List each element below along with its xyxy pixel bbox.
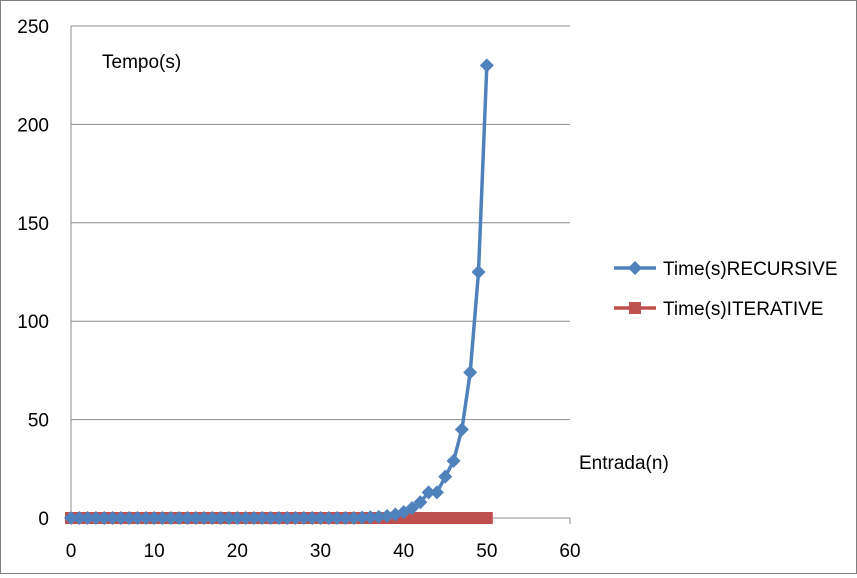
data-point (188, 511, 203, 525)
gridlines (71, 25, 570, 421)
data-point (88, 511, 103, 525)
data-point (471, 265, 486, 279)
data-point (321, 511, 336, 525)
data-point (479, 58, 494, 73)
data-point (205, 511, 220, 525)
data-point (246, 511, 261, 525)
data-point (271, 511, 286, 525)
data-point (346, 511, 361, 525)
y-tick-label: 200 (17, 115, 49, 136)
data-point (363, 510, 378, 525)
data-point (280, 511, 295, 525)
data-point (338, 511, 353, 525)
data-point (122, 511, 137, 525)
x-axis-label: Entrada(n) (579, 453, 669, 474)
series-line (71, 65, 489, 520)
data-point (80, 511, 95, 525)
data-point (180, 511, 195, 525)
series-recursive (64, 58, 494, 525)
data-point (138, 511, 153, 525)
legend-label: Time(s)RECURSIVE (663, 259, 838, 280)
y-axis-label: Tempo(s) (102, 52, 181, 73)
data-point (628, 261, 642, 275)
x-tick-label: 40 (393, 541, 414, 562)
legend: Time(s)RECURSIVE Time(s)ITERATIVE (614, 259, 838, 320)
data-point (238, 511, 253, 525)
data-point (230, 511, 245, 525)
data-point (64, 511, 78, 525)
data-point (155, 511, 170, 525)
data-point (213, 511, 228, 525)
data-point (371, 509, 386, 524)
data-point (130, 511, 145, 525)
y-tick-label: 150 (17, 214, 49, 235)
data-point (629, 302, 641, 314)
data-point (480, 512, 493, 524)
data-point (105, 511, 120, 525)
data-point (147, 511, 162, 525)
legend-label: Time(s)ITERATIVE (663, 299, 823, 320)
x-tick-label: 50 (476, 541, 497, 562)
data-point (172, 511, 187, 525)
tick-labels: 0 50 100 150 200 250 0 10 20 30 40 50 60 (17, 17, 580, 562)
data-point (263, 511, 278, 525)
data-point (454, 422, 469, 437)
data-point (113, 511, 128, 525)
y-tick-label: 50 (28, 411, 49, 432)
data-point (438, 469, 453, 484)
data-point (313, 511, 328, 525)
y-tick-label: 0 (38, 509, 49, 530)
y-tick-label: 250 (17, 17, 49, 38)
data-point (355, 510, 370, 525)
data-point (222, 511, 237, 525)
data-point (446, 453, 461, 468)
data-point (429, 485, 444, 500)
series-layer (64, 58, 494, 525)
data-point (296, 511, 311, 525)
x-tick-label: 20 (227, 541, 248, 562)
legend-item: Time(s)ITERATIVE (614, 299, 823, 320)
data-point (97, 511, 112, 525)
data-point (305, 511, 320, 525)
data-point (255, 511, 270, 525)
x-tick-label: 30 (310, 541, 331, 562)
x-tick-label: 10 (144, 541, 165, 562)
y-tick-label: 100 (17, 312, 49, 333)
legend-item: Time(s)RECURSIVE (614, 259, 838, 280)
data-point (330, 511, 345, 525)
data-point (404, 501, 419, 516)
data-point (421, 485, 436, 500)
x-tick-label: 60 (559, 541, 580, 562)
data-point (413, 495, 428, 510)
x-tick-label: 0 (66, 541, 77, 562)
data-point (288, 511, 303, 525)
data-point (197, 511, 212, 525)
data-point (463, 365, 478, 380)
data-point (72, 511, 87, 525)
data-point (163, 511, 178, 525)
axes (70, 26, 571, 524)
